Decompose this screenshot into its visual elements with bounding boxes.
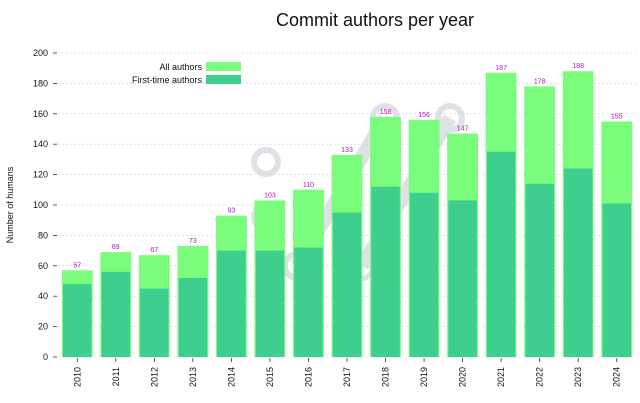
x-tick-label: 2015 (265, 367, 275, 387)
bar-first-time-authors (255, 250, 285, 357)
x-tick-label: 2021 (496, 367, 506, 387)
legend-label-first-time-authors: First-time authors (132, 75, 203, 85)
x-tick-label: 2017 (342, 367, 352, 387)
bar-first-time-authors (602, 203, 631, 357)
y-tick-label: 120 (33, 170, 48, 180)
y-tick-label: 180 (33, 78, 48, 88)
y-axis: 0 20 40 60 80 100 120 140 160 180 200 (33, 48, 57, 362)
bar-first-time-authors (140, 288, 169, 357)
data-label-all-authors: 103 (264, 192, 276, 199)
x-tick-label: 2011 (111, 367, 121, 386)
data-labels: 57 69 67 73 93 103 110 133 158 156 147 187 178 188 155 (73, 63, 622, 269)
bar-first-time-authors (486, 151, 516, 357)
data-label-all-authors: 93 (228, 208, 236, 215)
y-tick-label: 160 (33, 109, 48, 119)
y-tick-label: 60 (38, 261, 48, 271)
y-tick-label: 20 (38, 322, 48, 332)
data-label-all-authors: 187 (495, 65, 507, 72)
bar-first-time-authors (178, 277, 208, 357)
bar-first-time-authors (448, 200, 477, 357)
y-tick-label: 140 (33, 139, 48, 149)
x-tick-label: 2018 (381, 367, 391, 387)
data-label-all-authors: 178 (534, 78, 546, 85)
x-tick-label: 2010 (72, 367, 82, 387)
legend-swatch-all-authors (206, 62, 241, 71)
x-tick-label: 2022 (535, 367, 545, 387)
x-tick-label: 2024 (612, 367, 622, 387)
y-tick-label: 100 (33, 200, 48, 210)
x-tick-label: 2020 (458, 367, 468, 387)
data-label-all-authors: 67 (150, 247, 158, 254)
bar-first-time-authors (563, 168, 593, 357)
legend-swatch-first-time-authors (206, 75, 241, 84)
bar-first-time-authors (101, 271, 131, 357)
data-label-all-authors: 147 (457, 126, 469, 133)
data-label-all-authors: 155 (611, 113, 623, 120)
bar-first-time-authors (63, 284, 92, 357)
y-axis-label: Number of humans (5, 166, 15, 243)
data-label-all-authors: 110 (303, 182, 314, 189)
data-label-all-authors: 57 (73, 262, 81, 269)
x-tick-label: 2013 (188, 367, 198, 387)
y-tick-label: 200 (33, 48, 48, 58)
bar-first-time-authors (332, 212, 362, 357)
data-label-all-authors: 133 (341, 147, 353, 154)
data-label-all-authors: 69 (112, 244, 120, 251)
bar-first-time-authors (294, 247, 323, 357)
x-tick-label: 2012 (149, 367, 159, 387)
series-first-time-authors (63, 151, 631, 357)
data-label-all-authors: 156 (418, 112, 430, 119)
bar-first-time-authors (371, 186, 400, 357)
y-tick-label: 40 (38, 291, 48, 301)
bar-first-time-authors (217, 250, 246, 357)
x-axis: 2010 2011 2012 2013 2014 2015 2016 2017 2018 2019… (72, 358, 622, 387)
x-tick-label: 2016 (303, 367, 313, 387)
bar-first-time-authors (409, 192, 439, 357)
y-tick-label: 0 (43, 352, 48, 362)
chart-title: Commit authors per year (276, 10, 474, 30)
bar-first-time-authors (525, 183, 554, 357)
data-label-all-authors: 73 (189, 238, 197, 245)
data-label-all-authors: 188 (572, 63, 584, 70)
x-tick-label: 2014 (226, 367, 236, 387)
legend: All authors First-time authors (132, 62, 241, 85)
y-tick-label: 80 (38, 230, 48, 240)
x-tick-label: 2023 (573, 367, 583, 387)
data-label-all-authors: 158 (380, 109, 392, 116)
x-tick-label: 2019 (419, 367, 429, 387)
legend-label-all-authors: All authors (159, 62, 202, 72)
